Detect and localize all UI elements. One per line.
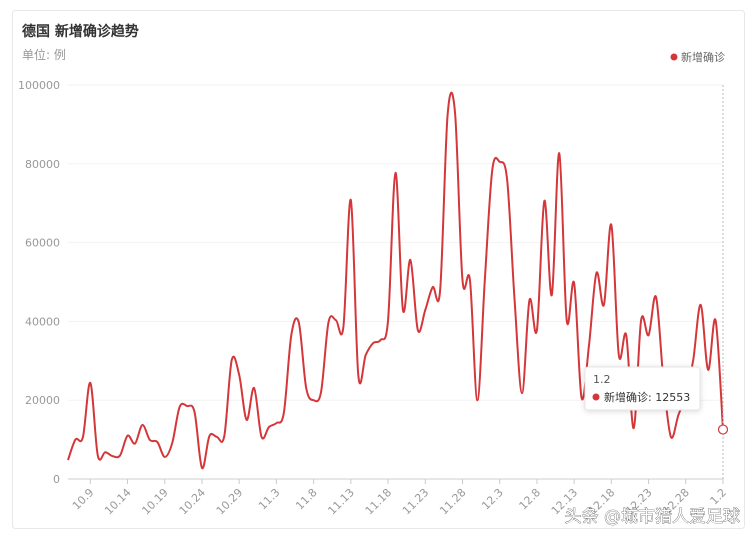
- y-tick-label: 40000: [25, 315, 60, 328]
- card: [12, 10, 745, 529]
- watermark: 头条 @城市猎人爱足球: [565, 507, 740, 527]
- tooltip-title: 1.2: [593, 373, 611, 386]
- y-tick-label: 20000: [25, 394, 60, 407]
- y-tick-label: 100000: [18, 79, 60, 92]
- highlight-point: [717, 424, 729, 435]
- y-tick-label: 80000: [25, 158, 60, 171]
- tooltip-marker: [592, 393, 600, 401]
- tooltip-box: [584, 366, 701, 411]
- legend-marker: [670, 53, 678, 61]
- chart-subtitle: 单位: 例: [22, 47, 66, 62]
- y-tick-label: 60000: [25, 237, 60, 250]
- legend-label: 新增确诊: [681, 50, 725, 64]
- y-tick-label: 0: [53, 473, 60, 486]
- chart-title: 德国 新增确诊趋势: [22, 23, 139, 40]
- line: [67, 91, 724, 469]
- tooltip-label: 新增确诊: 12553: [604, 390, 690, 404]
